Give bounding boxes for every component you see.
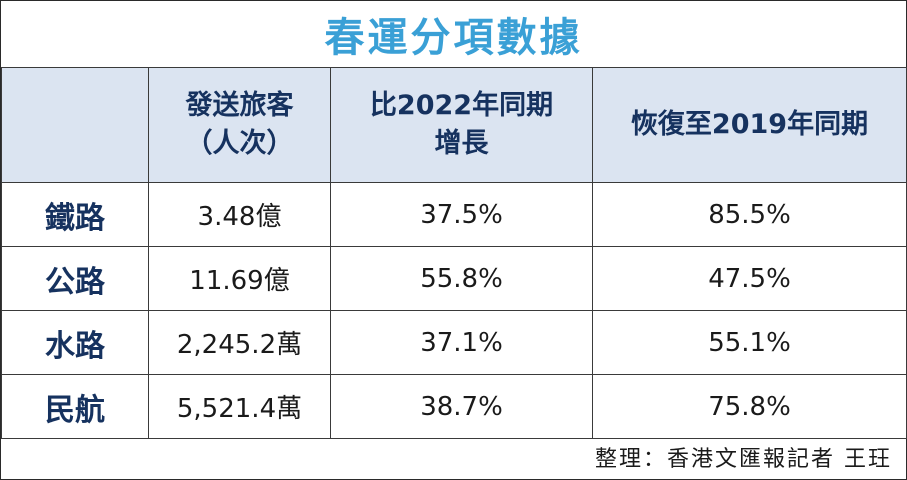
row-label-highway: 公路: [1, 246, 149, 311]
header-row: 發送旅客 （人次） 比2022年同期 增長 恢復至2019年同期: [1, 67, 907, 183]
credit-line: 整理：香港文匯報記者 王玨: [595, 447, 892, 472]
cell-recovery-2019: 55.1%: [592, 310, 907, 375]
row-label-aviation: 民航: [1, 374, 149, 439]
header-growth-line2: 增長: [434, 128, 489, 159]
cell-growth-2022: 37.5%: [330, 182, 593, 247]
header-passengers-line2: （人次）: [185, 128, 294, 159]
row-label-waterway: 水路: [1, 310, 149, 375]
header-passengers-line1: 發送旅客: [185, 90, 294, 121]
header-growth-2022: 比2022年同期 增長: [330, 67, 593, 183]
cell-passengers: 3.48億: [148, 182, 331, 247]
table-row: 水路 2,245.2萬 37.1% 55.1%: [1, 310, 907, 375]
header-passengers: 發送旅客 （人次）: [148, 67, 331, 183]
cell-recovery-2019: 75.8%: [592, 374, 907, 439]
cell-growth-2022: 38.7%: [330, 374, 593, 439]
cell-recovery-2019: 47.5%: [592, 246, 907, 311]
table-row: 民航 5,521.4萬 38.7% 75.8%: [1, 374, 907, 439]
table-title: 春運分項數據: [324, 14, 583, 61]
table-row: 鐵路 3.48億 37.5% 85.5%: [1, 182, 907, 247]
header-growth-line1: 比2022年同期: [369, 90, 554, 121]
table-row: 公路 11.69億 55.8% 47.5%: [1, 246, 907, 311]
cell-passengers: 5,521.4萬: [148, 374, 331, 439]
cell-passengers: 2,245.2萬: [148, 310, 331, 375]
data-table: 發送旅客 （人次） 比2022年同期 增長 恢復至2019年同期 鐵路 3.48…: [1, 67, 907, 439]
header-recovery-line1: 恢復至2019年同期: [630, 109, 869, 140]
cell-passengers: 11.69億: [148, 246, 331, 311]
row-label-railway: 鐵路: [1, 182, 149, 247]
header-recovery-2019: 恢復至2019年同期: [592, 67, 907, 183]
cell-growth-2022: 37.1%: [330, 310, 593, 375]
cell-recovery-2019: 85.5%: [592, 182, 907, 247]
cell-growth-2022: 55.8%: [330, 246, 593, 311]
header-corner-cell: [1, 67, 149, 183]
